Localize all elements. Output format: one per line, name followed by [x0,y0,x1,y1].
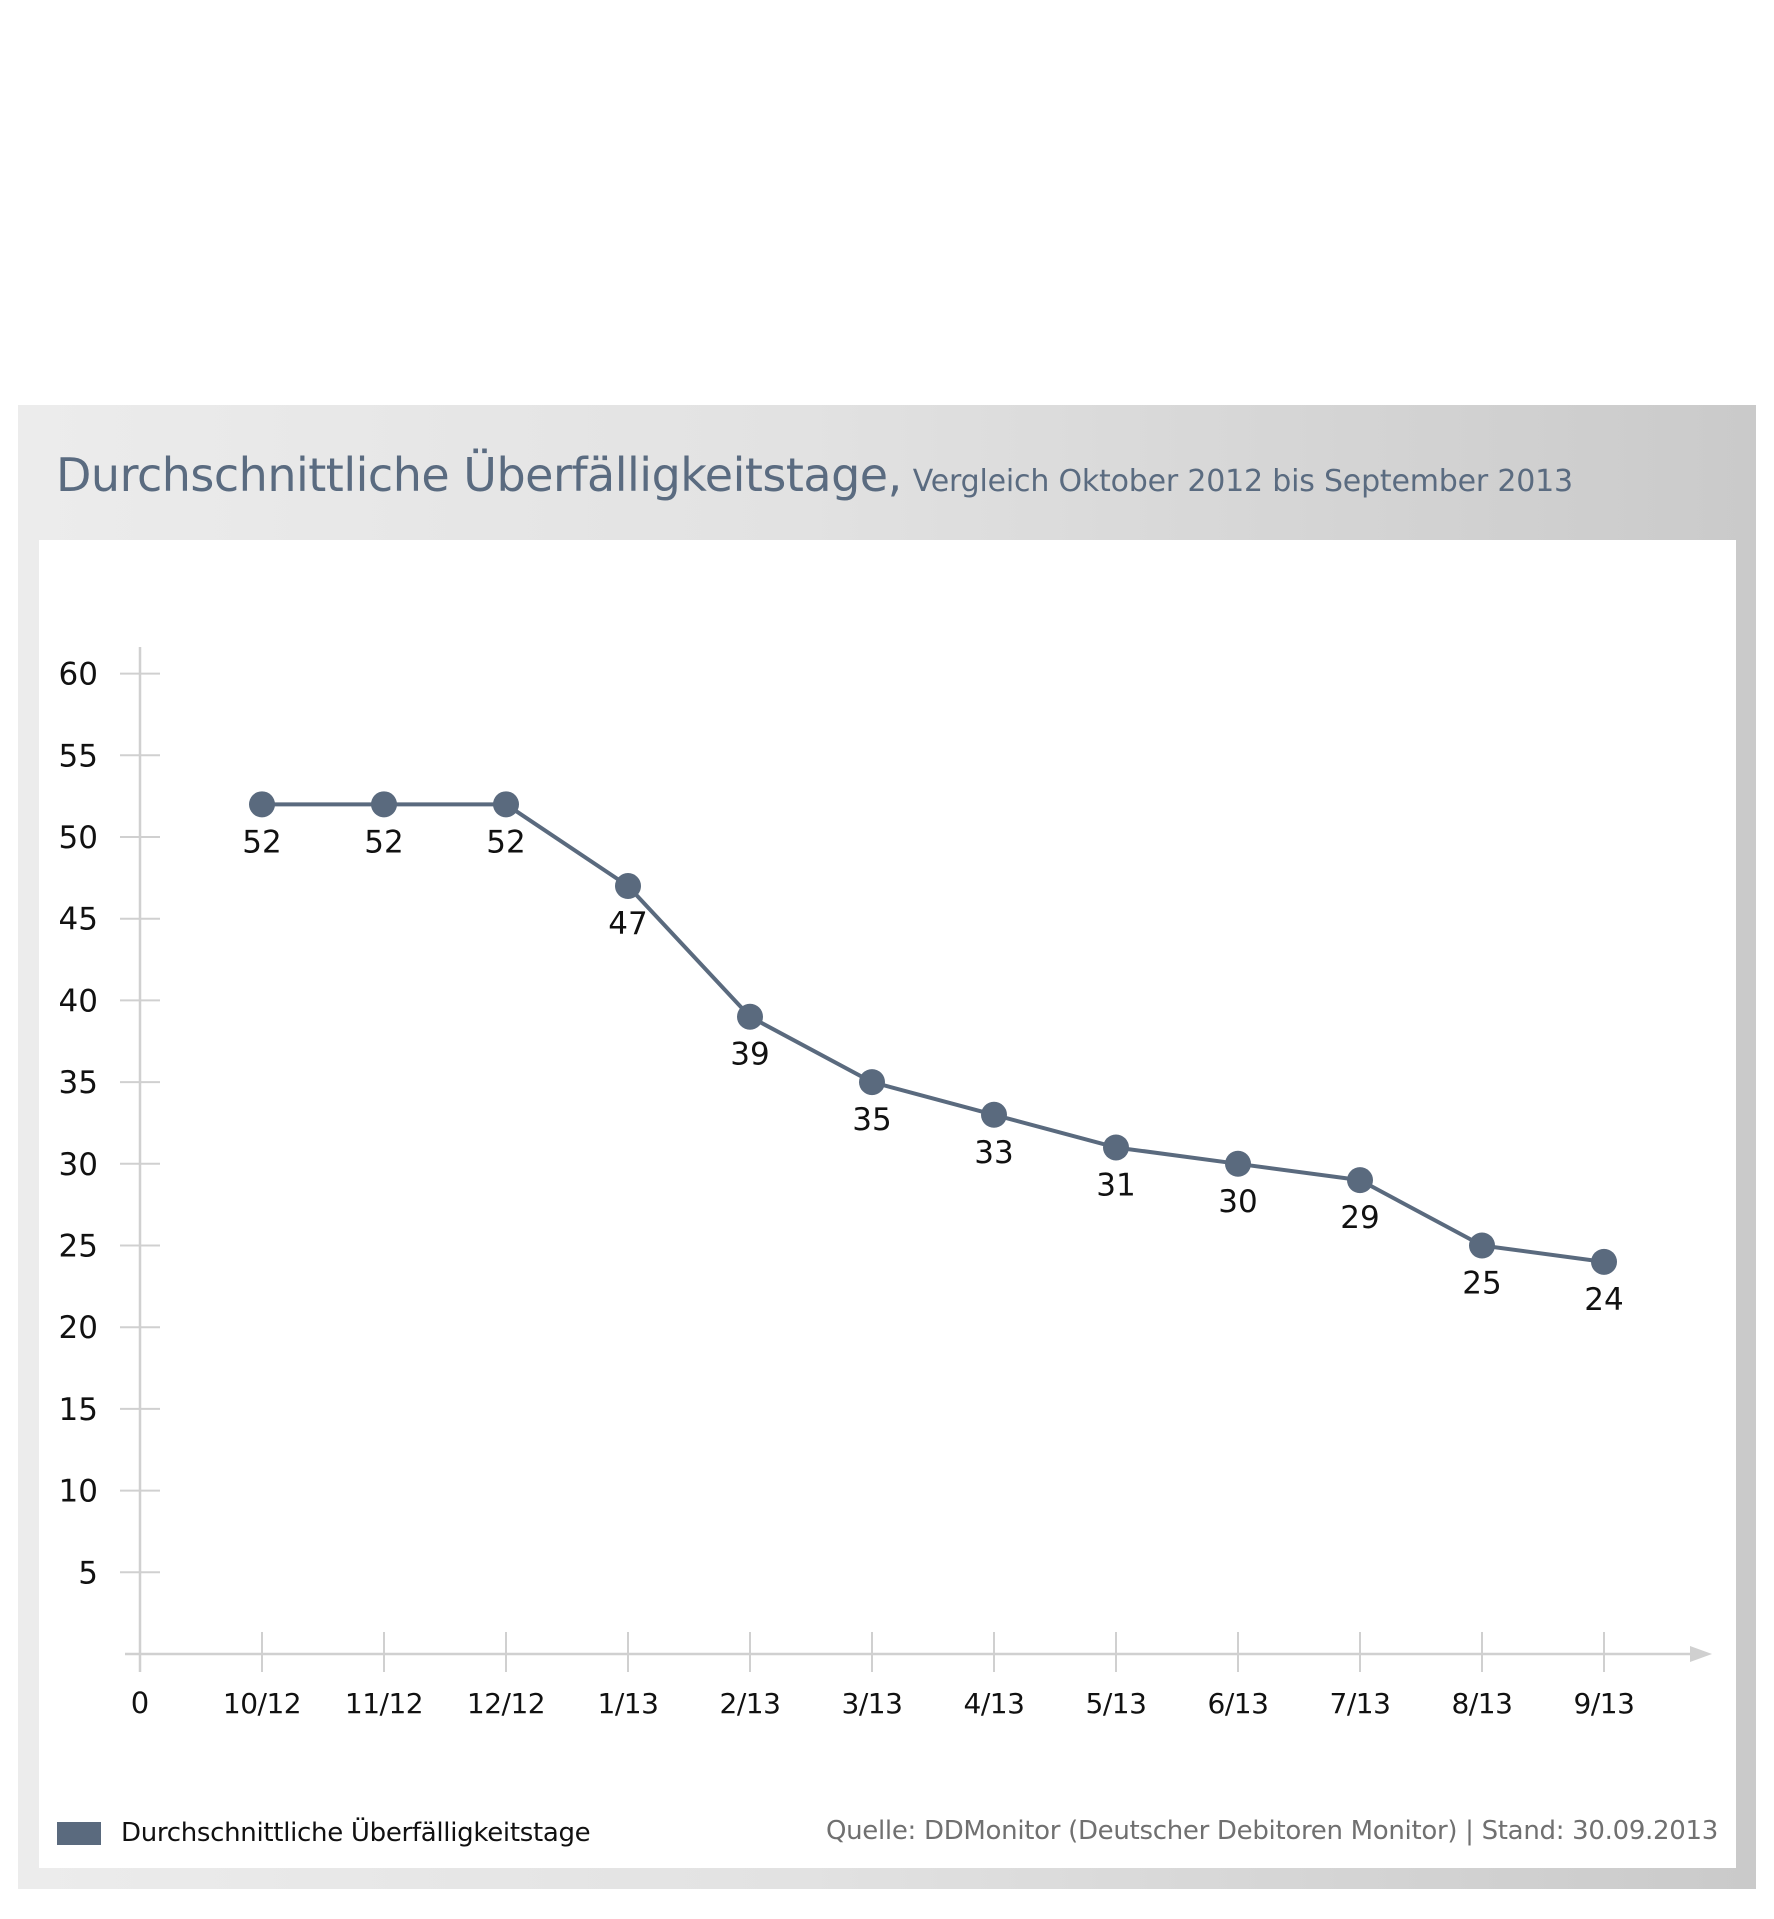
y-tick-label: 10 [59,1474,98,1510]
x-tick-label: 11/12 [345,1687,423,1720]
data-points [249,791,1617,1275]
x-tick-label: 3/13 [842,1687,903,1720]
x-axis-ticks: 0 10/12 11/12 12/12 1/13 2/13 3/13 4/13 5/13 6/13… [131,1632,1635,1720]
data-labels: 52 52 52 47 39 35 33 31 30 29 25 24 [242,824,1623,1318]
data-point [1103,1134,1129,1161]
y-tick-label: 20 [59,1310,98,1346]
x-tick-label: 9/13 [1574,1687,1635,1720]
data-label: 31 [1096,1167,1135,1203]
x-tick-label: 6/13 [1208,1687,1269,1720]
source-note: Quelle: DDMonitor (Deutscher Debitoren M… [825,1816,1718,1846]
data-point [737,1003,763,1030]
chart-subtitle: Vergleich Oktober 2012 bis September 201… [912,464,1573,499]
data-point [1225,1150,1251,1177]
series-line [262,802,1605,1264]
x-origin-label: 0 [131,1686,149,1720]
x-tick-label: 8/13 [1452,1687,1513,1720]
data-label: 24 [1584,1282,1623,1318]
data-point [371,791,397,818]
y-tick-label: 60 [59,657,98,693]
data-label: 39 [730,1037,769,1073]
data-label: 25 [1462,1266,1501,1302]
y-tick-label: 50 [59,820,98,856]
axes [125,647,1712,1672]
chart-title: Durchschnittliche Überfälligkeitstage, [56,448,902,502]
x-tick-label: 7/13 [1330,1687,1391,1720]
data-point [493,791,519,818]
x-tick-label: 2/13 [720,1687,781,1720]
x-tick-label: 1/13 [598,1687,659,1720]
data-label: 33 [974,1135,1013,1171]
x-axis-arrow-icon [1690,1646,1712,1662]
y-tick-label: 45 [59,902,98,938]
data-point [859,1069,885,1096]
data-label: 47 [608,906,647,942]
chart-panel [39,540,1736,1868]
data-point [1347,1167,1373,1194]
y-tick-label: 30 [59,1147,98,1183]
x-tick-label: 12/12 [467,1687,545,1720]
data-label: 52 [486,824,525,860]
y-axis-ticks: 5 10 15 20 25 30 35 40 45 50 55 60 [59,657,160,1591]
series-line-group [262,802,1605,1264]
y-tick-label: 5 [78,1555,98,1591]
data-point [249,791,275,818]
data-label: 30 [1218,1184,1257,1220]
data-point [615,873,641,900]
x-tick-label: 10/12 [223,1687,301,1720]
legend-swatch [57,1821,101,1845]
legend: Durchschnittliche Überfälligkeitstage [57,1818,591,1848]
x-tick-label: 4/13 [964,1687,1025,1720]
y-tick-label: 15 [59,1392,98,1428]
data-point [1591,1248,1617,1275]
data-label: 35 [852,1102,891,1138]
x-tick-label: 5/13 [1086,1687,1147,1720]
data-label: 29 [1340,1200,1379,1236]
y-tick-label: 40 [59,983,98,1019]
legend-label: Durchschnittliche Überfälligkeitstage [121,1818,591,1848]
chart-title-row: Durchschnittliche Überfälligkeitstage, V… [56,448,1573,502]
y-tick-label: 55 [59,738,98,774]
data-point [981,1101,1007,1128]
y-tick-label: 35 [59,1065,98,1101]
y-tick-label: 25 [59,1229,98,1265]
data-label: 52 [242,824,281,860]
data-label: 52 [364,824,403,860]
data-point [1469,1232,1495,1259]
